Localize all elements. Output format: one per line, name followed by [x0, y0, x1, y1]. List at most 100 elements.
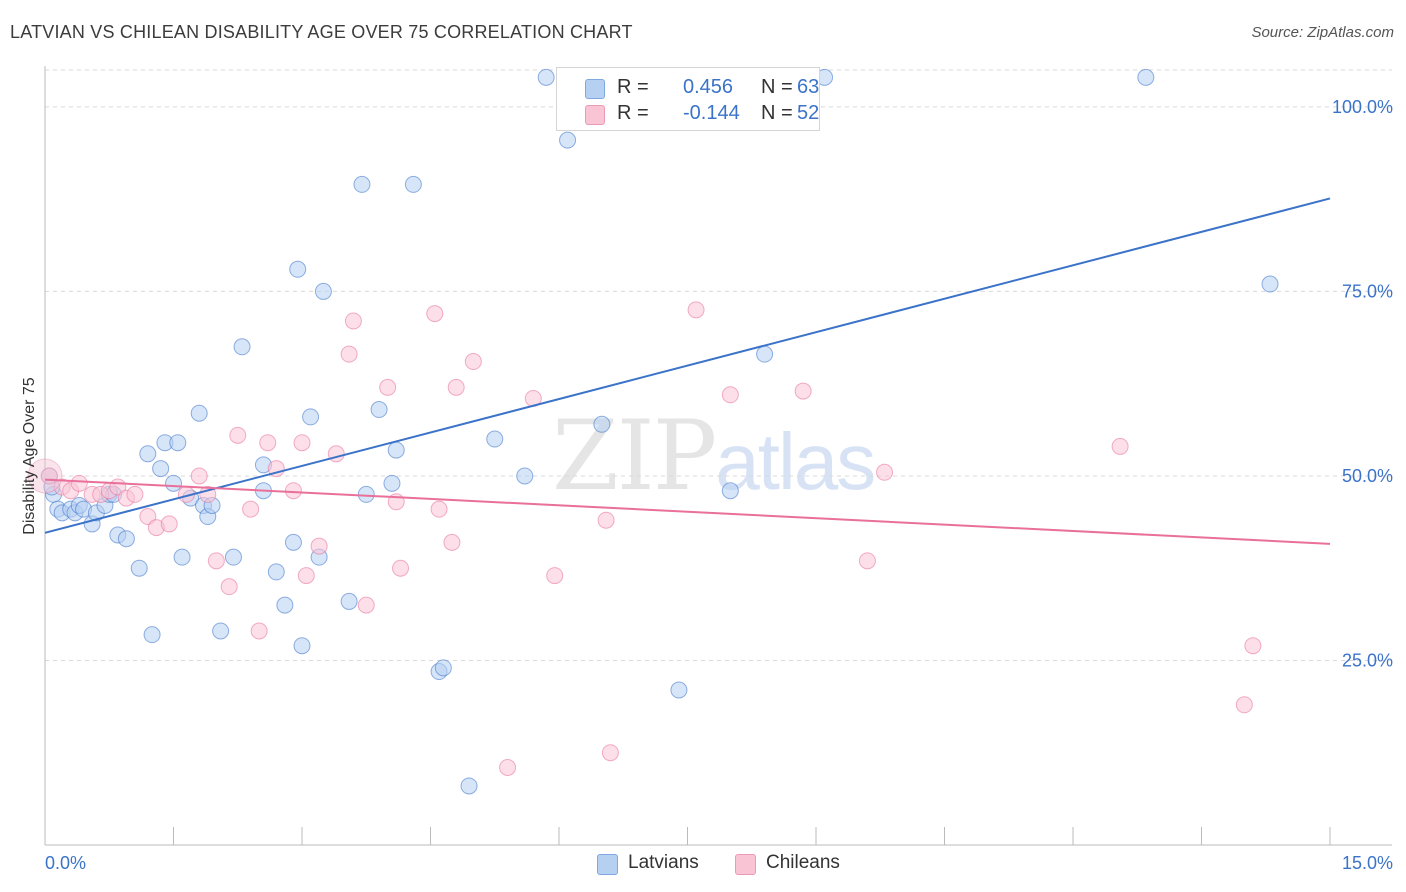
- latvians-legend-swatch: [597, 854, 618, 875]
- latvians-point: [169, 434, 187, 452]
- latvians-point: [152, 460, 170, 478]
- latvians-point: [559, 131, 577, 149]
- latvians-point: [404, 175, 422, 193]
- latvians-point: [486, 430, 504, 448]
- legend-r-value: -0.144: [683, 102, 740, 124]
- source-label: Source: ZipAtlas.com: [1251, 24, 1394, 41]
- chart-title: LATVIAN VS CHILEAN DISABILITY AGE OVER 7…: [10, 22, 633, 42]
- latvians-point: [224, 548, 242, 566]
- latvians-point: [284, 533, 302, 551]
- legend-r-label: R =: [617, 102, 649, 124]
- latvians-point: [670, 681, 688, 699]
- y-tick-label: 25.0%: [1342, 650, 1393, 670]
- x-tick-label: 0.0%: [45, 853, 86, 873]
- watermark-zip: ZIP: [552, 400, 717, 512]
- chileans-point: [220, 578, 238, 596]
- latvians-point: [1261, 275, 1279, 293]
- chileans-point: [340, 345, 358, 363]
- y-tick-label: 50.0%: [1342, 466, 1393, 486]
- latvians-point: [267, 563, 285, 581]
- chileans-point: [297, 567, 315, 585]
- chileans-point: [207, 552, 225, 570]
- chileans-point: [242, 500, 260, 518]
- chileans-point: [546, 567, 564, 585]
- chileans-point: [250, 622, 268, 640]
- latvians-point: [165, 474, 182, 492]
- chileans-point: [464, 353, 482, 371]
- chileans-point: [601, 744, 619, 762]
- legend-r-label: R =: [617, 76, 649, 98]
- chileans-point: [379, 378, 397, 396]
- latvians-point: [383, 474, 401, 492]
- chileans-point: [126, 485, 144, 503]
- chileans-point: [160, 515, 178, 533]
- chileans-legend-swatch: [735, 854, 756, 875]
- chileans-point: [1111, 437, 1129, 455]
- latvians-point: [721, 482, 739, 500]
- legend-r-value: 0.456: [683, 76, 734, 98]
- latvians-point: [173, 548, 191, 566]
- chileans-point: [721, 386, 739, 404]
- latvians-point: [756, 345, 774, 363]
- correlation-legend: R = 0.456 N = 63 R = -0.144 N = 52: [556, 67, 820, 131]
- chileans-point: [229, 426, 247, 444]
- grid-lines: [45, 69, 1392, 661]
- latvians-point: [289, 260, 307, 278]
- chileans-point: [1235, 696, 1253, 714]
- y-tick-label: 100.0%: [1332, 97, 1393, 117]
- chileans-point: [597, 511, 615, 529]
- axes: [44, 66, 1392, 846]
- tick-labels: 25.0% 50.0% 75.0% 100.0% 0.0% 15.0%: [45, 97, 1393, 873]
- latvians-point: [276, 596, 294, 614]
- latvians-point: [460, 777, 478, 795]
- chileans-point: [344, 312, 362, 330]
- latvians-point: [387, 441, 405, 459]
- legend-n-value: 52: [797, 102, 820, 124]
- chileans-point: [430, 500, 448, 518]
- chileans-point: [392, 559, 410, 577]
- latvians-point: [593, 415, 611, 433]
- latvians-point: [353, 175, 371, 193]
- legend-n-label: N =: [761, 76, 793, 98]
- data-points: [27, 68, 1279, 795]
- latvians-point: [130, 559, 148, 577]
- latvians-point: [357, 485, 375, 503]
- chileans-point: [284, 482, 302, 500]
- chileans-point-large: [27, 458, 63, 494]
- regression-lines: [44, 197, 1331, 545]
- chileans-point: [426, 305, 444, 323]
- chileans-trend-line: [44, 478, 1331, 545]
- latvians-point: [537, 68, 555, 86]
- chileans-swatch: [585, 105, 605, 125]
- legend-n-value: 63: [797, 76, 820, 98]
- chileans-point: [443, 533, 461, 551]
- latvians-point: [117, 530, 135, 548]
- latvians-point: [212, 622, 230, 640]
- chileans-point: [1244, 637, 1262, 655]
- latvians-point: [370, 401, 388, 419]
- latvians-legend-label: Latvians: [628, 852, 699, 873]
- chileans-legend-label: Chileans: [766, 852, 840, 873]
- chileans-point: [259, 434, 277, 452]
- x-tick-label: 15.0%: [1342, 853, 1393, 873]
- chileans-point: [293, 434, 311, 452]
- latvians-point: [190, 404, 208, 422]
- y-tick-label: 75.0%: [1342, 281, 1393, 301]
- latvians-point: [143, 626, 161, 644]
- watermark: ZIPatlas: [552, 400, 876, 512]
- latvians-point: [302, 408, 320, 426]
- chileans-point: [499, 759, 517, 776]
- chileans-point: [447, 378, 465, 396]
- latvians-point: [233, 338, 251, 356]
- chileans-point: [310, 537, 328, 555]
- chileans-point: [794, 382, 812, 400]
- latvians-point: [314, 282, 332, 300]
- latvians-point: [340, 592, 358, 610]
- chileans-point: [687, 301, 705, 319]
- latvians-point: [139, 445, 157, 463]
- latvians-point: [1137, 68, 1155, 86]
- chileans-point: [357, 596, 375, 614]
- latvians-point: [293, 637, 311, 655]
- latvians-point: [434, 659, 452, 677]
